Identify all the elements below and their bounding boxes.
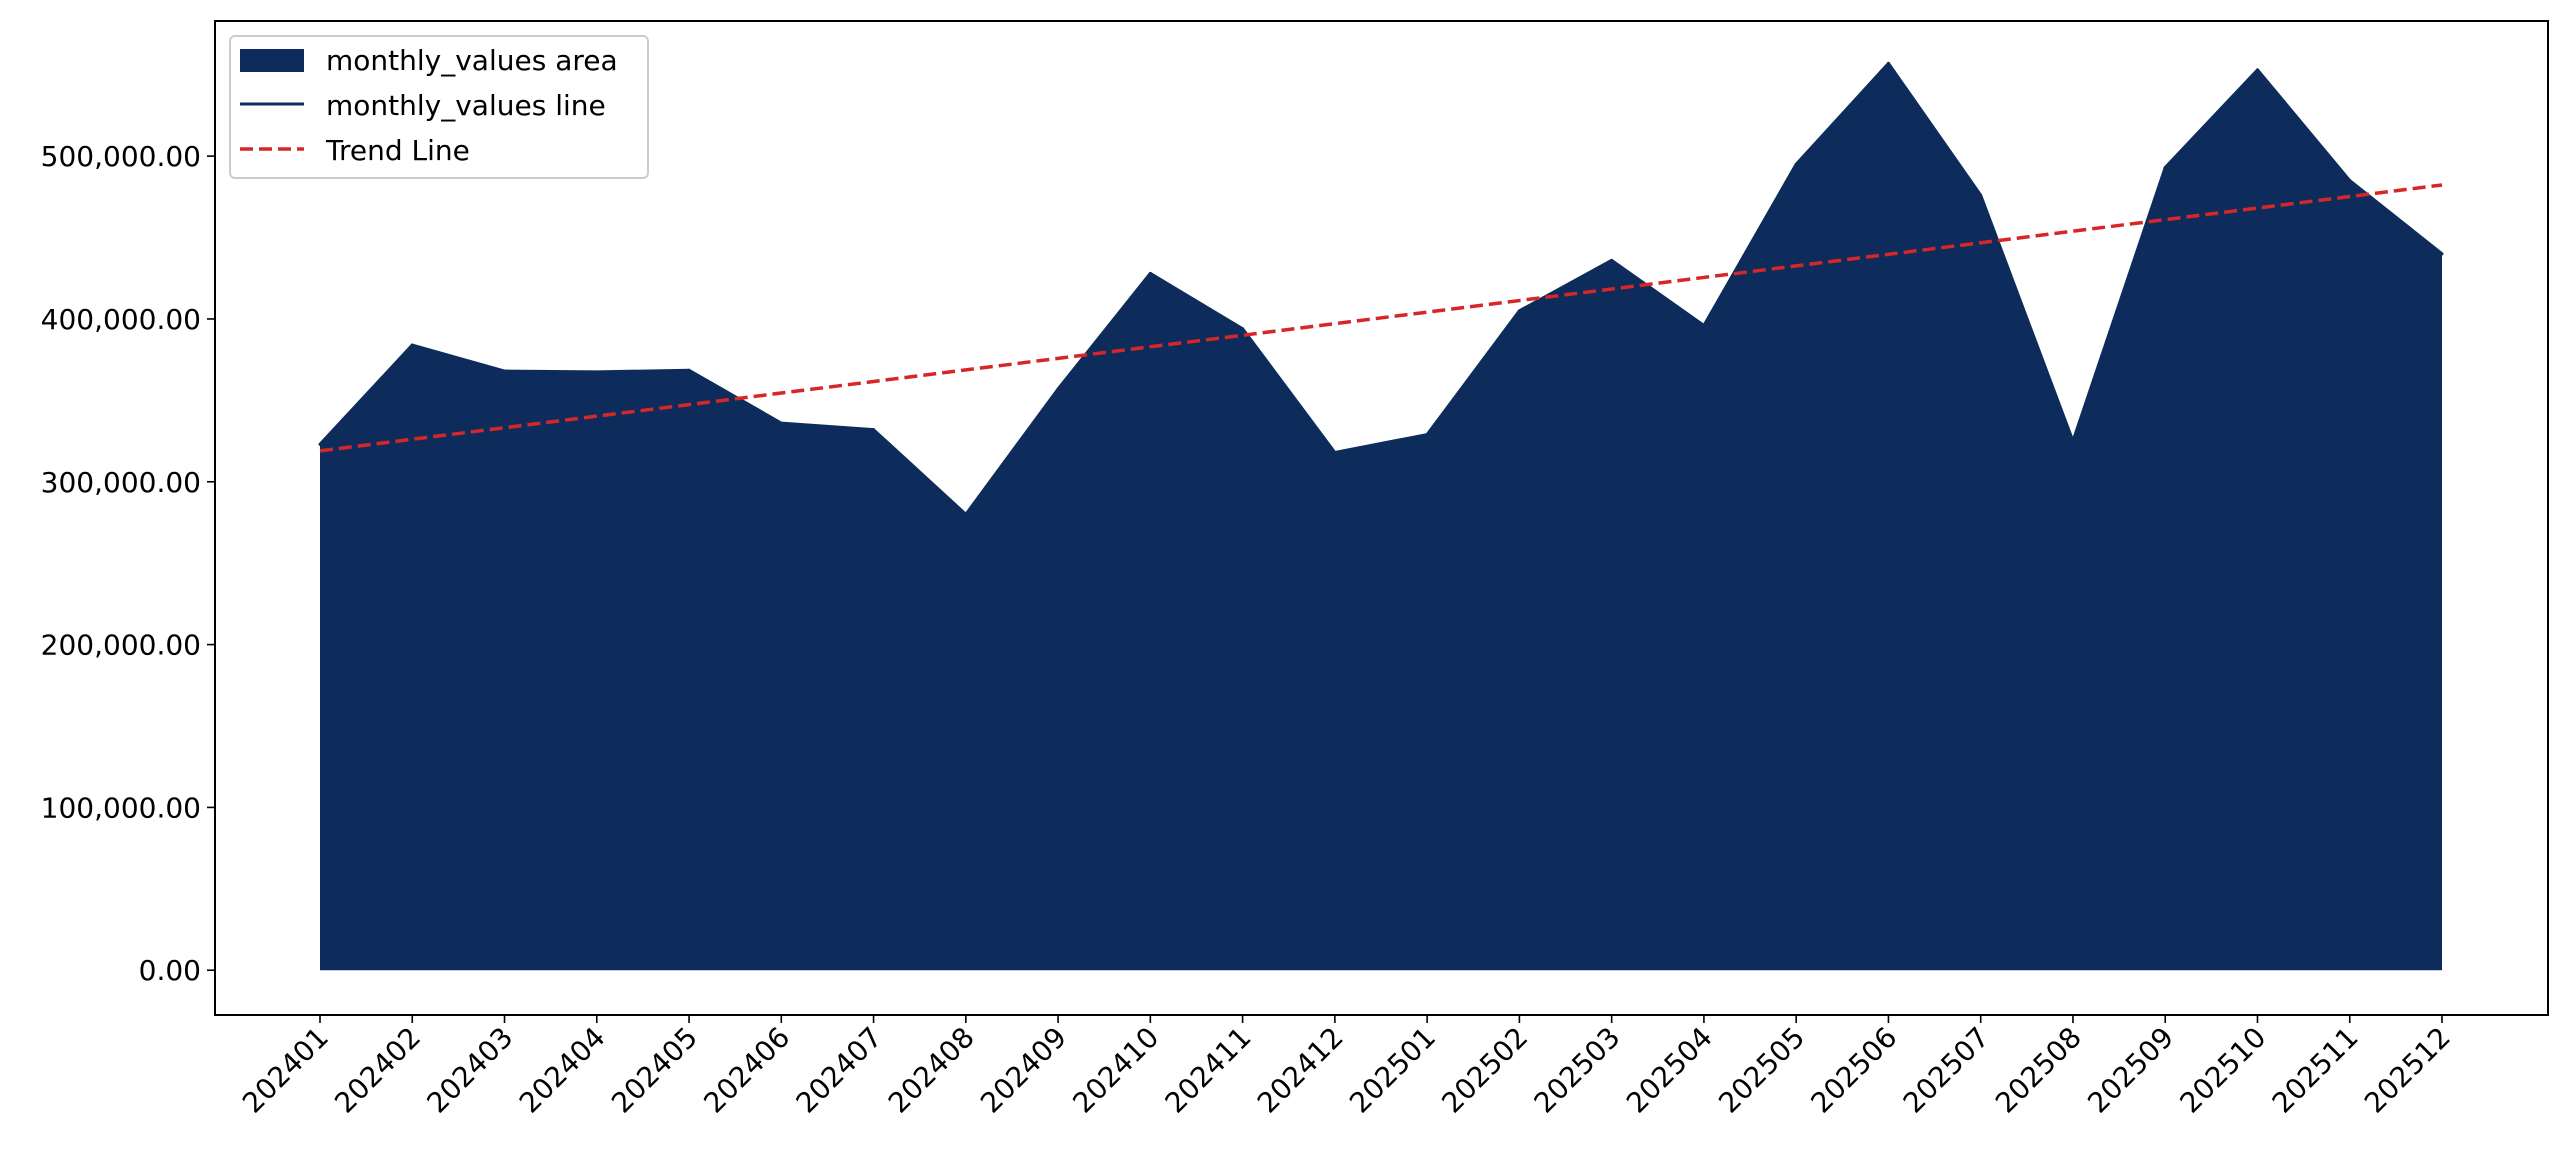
legend-label-line: monthly_values line <box>326 89 606 122</box>
data-point <box>2440 252 2444 256</box>
trend-layer <box>319 183 2443 453</box>
plot-frame <box>214 20 2549 1016</box>
legend-box <box>229 35 649 179</box>
legend-label-trend: Trend Line <box>325 134 470 167</box>
data-point <box>503 369 507 373</box>
y-tick-label: 500,000.00 <box>41 140 201 173</box>
y-tick-label: 0.00 <box>139 954 201 987</box>
area-fill <box>320 63 2442 971</box>
legend-label-area: monthly_values area <box>326 44 618 77</box>
data-line <box>318 61 2443 516</box>
legend-area-swatch <box>240 49 304 72</box>
data-point <box>595 370 599 374</box>
data-point <box>1610 258 1614 262</box>
data-point <box>1425 433 1429 437</box>
area-layer <box>320 63 2442 971</box>
y-tick-label: 100,000.00 <box>41 791 201 824</box>
y-tick-label: 300,000.00 <box>41 466 201 499</box>
data-point <box>2348 179 2352 183</box>
data-point <box>1241 327 1245 331</box>
data-point <box>687 368 691 372</box>
line-layer <box>318 61 2444 516</box>
legend: monthly_values area monthly_values line … <box>229 35 649 179</box>
y-axis: 0.00 100,000.00 200,000.00 300,000.00 400,00… <box>41 140 215 987</box>
data-point <box>1702 323 1706 327</box>
data-point <box>1979 193 1983 197</box>
data-point <box>2163 166 2167 170</box>
data-point <box>1886 61 1890 65</box>
data-point <box>1517 309 1521 313</box>
y-tick-label: 400,000.00 <box>41 303 201 336</box>
data-point <box>318 442 322 446</box>
data-point <box>2255 68 2259 72</box>
data-point <box>1056 387 1060 391</box>
data-point <box>872 428 876 432</box>
trend-line <box>319 183 2443 453</box>
data-point <box>1148 271 1152 275</box>
data-point <box>1794 162 1798 166</box>
data-point <box>779 421 783 425</box>
data-point <box>410 343 414 347</box>
y-tick-label: 200,000.00 <box>41 629 201 662</box>
data-point <box>964 512 968 516</box>
data-point <box>2071 439 2075 443</box>
data-point <box>1333 450 1337 454</box>
